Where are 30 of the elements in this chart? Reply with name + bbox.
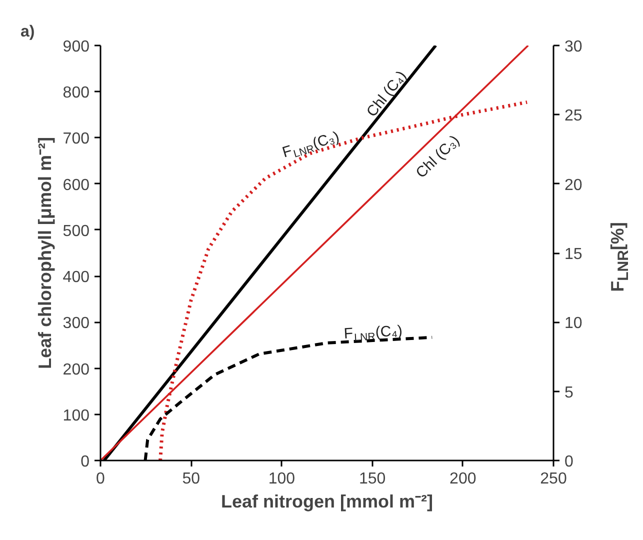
series-label: FLNR (C₄) <box>343 322 403 344</box>
y2-tick-label: 5 <box>564 384 574 402</box>
x-tick-label: 200 <box>450 470 476 488</box>
x-tick-label: 0 <box>96 470 106 488</box>
y-tick-label: 400 <box>62 269 90 286</box>
y-tick-label: 200 <box>62 361 90 378</box>
y2-tick-label: 25 <box>564 108 582 125</box>
text: FLNR (C₃) <box>280 128 342 162</box>
text: Chl (C₃) <box>412 132 463 182</box>
y-tick-label: 800 <box>62 84 90 102</box>
y2-tick-label: 15 <box>564 246 582 263</box>
y2-tick-label: 30 <box>564 38 582 56</box>
y-tick-label: 300 <box>62 315 90 332</box>
y-tick-label: 600 <box>62 176 90 194</box>
x-axis-title: Leaf nitrogen [mmol m⁻²] <box>221 492 433 512</box>
y2-tick-label: 20 <box>564 176 582 194</box>
y-tick-label: 500 <box>62 222 90 240</box>
text: Chl (C₄) <box>363 68 410 120</box>
y2-tick-label: 10 <box>564 315 582 332</box>
x-tick-label: 50 <box>182 470 200 488</box>
y-tick-label: 0 <box>80 454 90 470</box>
y-tick-label: 700 <box>62 130 90 148</box>
y-axis-title: Leaf chlorophyll [μmol m⁻²] <box>34 136 55 370</box>
x-tick-label: 250 <box>540 470 567 488</box>
y2-tick-label: 0 <box>564 454 574 470</box>
y-tick-label: 900 <box>62 38 90 56</box>
chart-title: a) <box>20 24 35 40</box>
y-tick-label: 100 <box>62 407 90 424</box>
x-tick-label: 150 <box>358 470 386 488</box>
x-tick-label: 100 <box>268 470 296 488</box>
